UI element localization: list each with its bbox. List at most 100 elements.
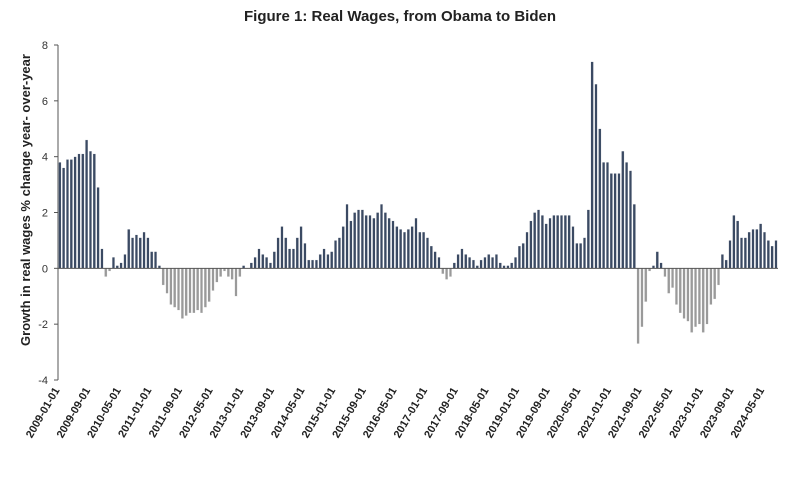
bar [602,162,606,269]
bar [123,254,127,269]
bar [606,162,609,269]
bar [521,243,525,269]
bar [617,173,621,269]
bar [81,153,85,269]
bar [678,268,682,314]
bar [544,223,548,269]
bar [682,268,686,319]
bar [219,268,223,277]
bar [326,254,330,269]
bar [613,173,617,269]
bar [632,203,636,269]
bar [131,237,135,269]
bar [487,254,491,269]
bar [395,226,399,269]
bar [671,268,675,289]
bar [142,231,146,269]
bar [169,268,173,305]
bar [636,268,640,344]
bar [200,268,203,314]
bar [567,215,571,269]
bar [441,268,445,275]
bar [314,259,318,269]
bar [483,257,487,269]
y-axis-title-group: Growth in real wages % change year- over… [18,54,33,346]
bar [119,262,123,269]
bar [249,262,253,269]
bar [471,259,475,269]
bar [770,245,774,269]
bar [743,237,747,269]
bar [537,209,540,269]
bar [713,268,717,300]
bar [491,257,495,269]
bar [556,215,560,269]
bar [621,150,625,269]
bar [303,243,307,269]
bar [100,248,104,269]
bar [533,212,537,269]
bar [659,262,663,269]
bar [403,231,406,269]
bar [517,245,521,269]
y-tick-label: 6 [42,96,48,108]
bar [376,212,380,269]
bar [594,83,598,269]
bar [763,231,766,269]
bar [586,209,590,269]
bar [552,215,556,269]
y-tick-label: 8 [42,40,48,52]
bar [353,212,357,269]
bar [372,217,376,269]
bar [196,268,200,311]
bar [452,262,456,269]
bar [736,220,740,269]
bar [85,139,89,269]
bar [368,215,372,269]
bar [448,268,452,277]
bar [127,229,131,269]
bar [433,251,437,269]
bar [211,268,215,291]
bar [69,159,73,269]
bar [747,231,751,269]
bar [755,229,759,269]
bar [349,220,353,269]
bar [717,268,720,286]
bar [697,268,701,325]
bar [383,212,387,269]
bar [291,248,295,269]
bar [268,262,272,269]
bar [456,254,460,269]
bar [307,259,311,269]
bar [414,217,418,269]
bar [73,156,77,269]
bar [563,215,567,269]
y-tick-label: 4 [42,152,48,164]
bar [667,268,671,294]
bar [341,226,345,269]
bar [399,229,403,269]
bar [215,268,219,283]
bar [644,268,648,302]
bar [272,251,276,269]
bar [583,237,586,269]
bar [92,153,96,269]
bar [150,251,154,269]
bar [709,268,713,305]
bar [571,226,575,269]
bar [655,251,659,269]
bar [464,254,468,269]
bar [257,248,261,269]
bar [640,268,644,328]
bar [104,268,108,277]
bar [406,229,410,269]
bar [330,251,334,269]
bar [62,167,66,269]
bar [173,268,177,308]
bar [498,262,502,269]
bar [261,254,265,269]
bar [66,159,69,269]
